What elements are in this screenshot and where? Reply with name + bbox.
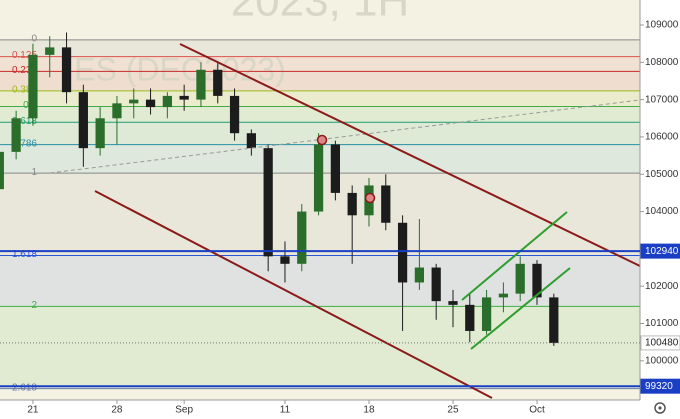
y-tick-label: 100000 <box>645 355 679 366</box>
marker-circle <box>316 134 328 146</box>
green-channel-lower <box>470 267 571 350</box>
fib-band <box>0 106 640 123</box>
x-tick-label: 11 <box>280 405 291 416</box>
fib-band <box>0 39 640 57</box>
candle-body <box>112 103 122 119</box>
y-tick-label: 108000 <box>645 57 679 68</box>
candle-body <box>129 99 139 104</box>
candle-body <box>95 118 105 149</box>
candle-body <box>448 301 458 305</box>
watermark-top: 2023, 1H <box>231 0 410 26</box>
candle-body <box>28 54 38 119</box>
fib-label: 1.618 <box>12 249 37 260</box>
candle-body <box>78 92 88 149</box>
price-label: 100480 <box>645 338 679 349</box>
fib-band <box>0 306 640 389</box>
fib-band <box>0 122 640 145</box>
y-tick-label: 107000 <box>645 94 679 105</box>
fib-band <box>0 56 640 72</box>
candle-body <box>213 69 223 96</box>
channel-lower <box>94 190 493 399</box>
candle-body <box>11 118 21 152</box>
fib-label: 2.618 <box>12 382 37 393</box>
fib-band <box>0 90 640 107</box>
price-label-box <box>640 378 680 394</box>
candle-body <box>61 47 72 93</box>
fib-band <box>0 255 640 307</box>
x-tick-label: 21 <box>27 405 39 416</box>
candle-body <box>196 69 206 100</box>
fib-label: 0.236 <box>12 65 37 76</box>
y-tick-label: 104000 <box>645 206 679 217</box>
price-label-box <box>640 335 680 351</box>
candle-body <box>162 95 172 108</box>
candle-body <box>515 263 525 294</box>
x-tick-label: 18 <box>363 405 375 416</box>
fib-band <box>0 71 640 91</box>
drawing-tools <box>49 43 641 399</box>
y-tick-label: 106000 <box>645 132 679 143</box>
gear-center <box>658 406 662 410</box>
candle-body <box>549 297 559 343</box>
trend-line <box>49 99 641 174</box>
candle-body <box>229 95 240 134</box>
marker-circle <box>364 192 376 204</box>
y-tick-label: 105000 <box>645 169 679 180</box>
candle-body <box>145 99 156 108</box>
price-label: 99320 <box>645 381 673 392</box>
y-tick-label: 109000 <box>645 20 679 31</box>
channel-upper <box>179 43 641 267</box>
candle-body <box>45 47 55 55</box>
candle-body <box>330 144 340 193</box>
fib-label: 0.125 <box>12 50 37 61</box>
candle-body <box>246 133 256 149</box>
x-tick-label: 25 <box>447 405 459 416</box>
candle-body <box>481 297 492 331</box>
price-label-box <box>640 243 680 259</box>
candle-body <box>397 222 408 283</box>
candle-body <box>347 192 357 216</box>
fib-label: 0.786 <box>12 138 37 149</box>
fib-label: 0 <box>31 34 37 45</box>
candle-body <box>297 211 307 264</box>
x-tick-label: 28 <box>111 405 123 416</box>
y-tick-label: 101000 <box>645 318 679 329</box>
fib-label: 0.618 <box>12 116 37 127</box>
x-tick-label: Sep <box>175 405 193 416</box>
green-channel-upper <box>461 211 568 301</box>
candle-body <box>0 151 4 190</box>
fib-label: 0.382 <box>12 84 37 95</box>
candle-body <box>313 144 324 212</box>
x-tick-label: Oct <box>529 405 545 416</box>
candle-body <box>179 95 189 100</box>
candle-body <box>280 256 290 264</box>
candle-body <box>381 185 391 223</box>
price-label: 102940 <box>645 246 679 257</box>
candle-body <box>465 304 475 331</box>
settings-button[interactable] <box>654 402 666 414</box>
fib-label: 2 <box>31 300 37 311</box>
candle-body <box>263 148 273 257</box>
gear-icon[interactable] <box>654 402 666 414</box>
y-tick-label: 102000 <box>645 281 679 292</box>
candle-body <box>414 267 425 283</box>
candle-body <box>532 263 542 298</box>
candle-body <box>498 293 509 298</box>
fib-label: 1 <box>31 167 37 178</box>
candle-body <box>431 267 441 302</box>
watermark: ES (DEC2023) <box>74 51 286 87</box>
